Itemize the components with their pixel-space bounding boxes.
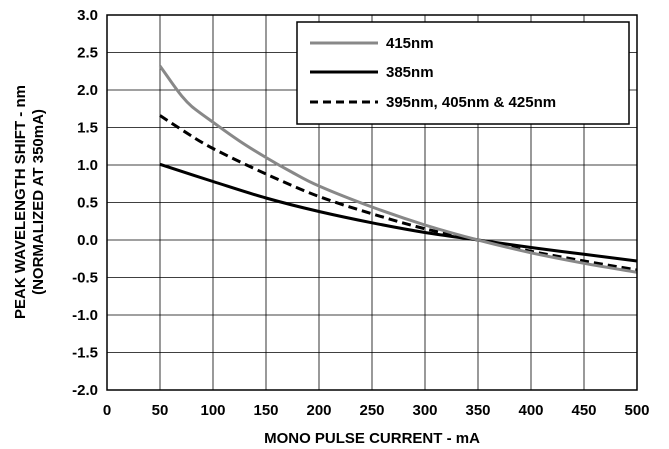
- y-axis-title-line1: PEAK WAVELENGTH SHIFT - nm: [12, 85, 29, 319]
- y-tick-label-4: 1.0: [77, 157, 98, 174]
- x-axis-title: MONO PULSE CURRENT - mA: [264, 430, 480, 447]
- x-tick-label-2: 100: [200, 402, 225, 419]
- legend: 415nm 385nm 395nm, 405nm & 425nm: [296, 21, 630, 125]
- y-tick-label-9: -1.5: [72, 345, 98, 362]
- y-tick-label-3: 1.5: [77, 120, 98, 137]
- x-tick-label-8: 400: [518, 402, 543, 419]
- x-tick-label-5: 250: [359, 402, 384, 419]
- legend-label-415nm: 415nm: [386, 35, 434, 52]
- x-tick-label-4: 200: [306, 402, 331, 419]
- y-tick-label-5: 0.5: [77, 195, 98, 212]
- y-tick-label-6: 0.0: [77, 232, 98, 249]
- x-tick-label-1: 50: [152, 402, 169, 419]
- x-tick-label-7: 350: [465, 402, 490, 419]
- y-tick-label-10: -2.0: [72, 382, 98, 399]
- x-tick-labels: 0 50 100 150 200 250 300 350 400 450 500: [103, 402, 650, 419]
- x-tick-label-6: 300: [412, 402, 437, 419]
- x-tick-label-0: 0: [103, 402, 111, 419]
- y-tick-label-1: 2.5: [77, 45, 98, 62]
- y-tick-label-8: -1.0: [72, 307, 98, 324]
- series-line-2: [159, 114, 638, 272]
- x-tick-label-3: 150: [253, 402, 278, 419]
- y-axis-title-line2: (NORMALIZED AT 350mA): [30, 109, 47, 295]
- series-line-1: [159, 162, 638, 263]
- x-tick-label-10: 500: [624, 402, 649, 419]
- y-tick-label-7: -0.5: [72, 270, 98, 287]
- x-tick-label-9: 450: [571, 402, 596, 419]
- plot-border: [106, 14, 638, 391]
- series-lines: [158, 65, 638, 274]
- y-tick-label-2: 2.0: [77, 82, 98, 99]
- legend-label-395-405-425nm: 395nm, 405nm & 425nm: [386, 94, 556, 111]
- y-tick-labels: 3.0 2.5 2.0 1.5 1.0 0.5 0.0 -0.5 -1.0 -1.5 -2.0: [72, 7, 98, 399]
- series-line-0: [158, 65, 638, 274]
- y-tick-label-0: 3.0: [77, 7, 98, 24]
- legend-label-385nm: 385nm: [386, 64, 434, 81]
